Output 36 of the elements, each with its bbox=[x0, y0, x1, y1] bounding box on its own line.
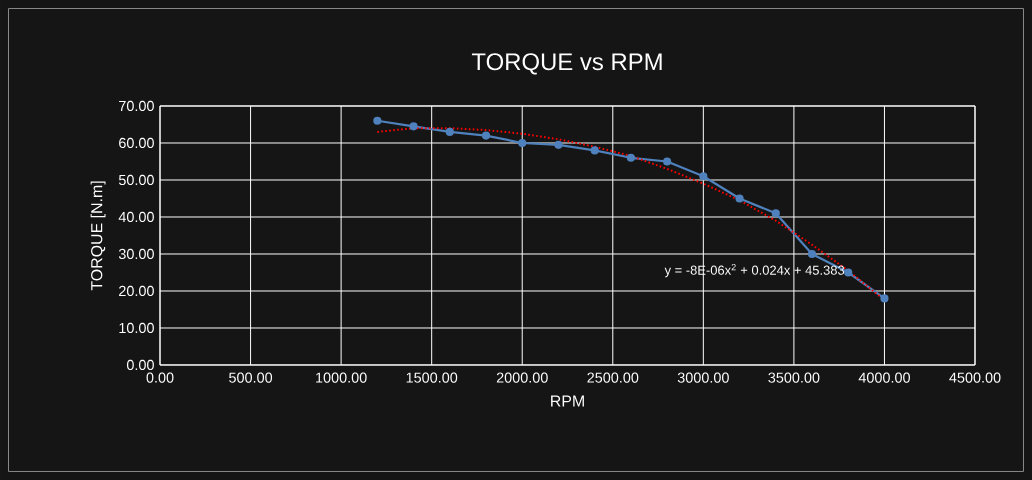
y-tick-label: 40.00 bbox=[118, 211, 154, 223]
y-tick-label: 10.00 bbox=[119, 322, 154, 334]
point bbox=[373, 116, 382, 125]
y-tick-label: 50.00 bbox=[118, 174, 154, 186]
x-tick-label: 3000.00 bbox=[677, 372, 729, 383]
point bbox=[807, 249, 817, 259]
x-tick-label: 2500.00 bbox=[587, 372, 639, 383]
point bbox=[409, 122, 418, 131]
x-tick-label: 3500.00 bbox=[768, 372, 820, 383]
point bbox=[771, 209, 780, 218]
point bbox=[735, 194, 744, 203]
point bbox=[880, 294, 889, 303]
x-tick-label: 4500.00 bbox=[949, 372, 1001, 383]
y-tick-label: 20.00 bbox=[119, 285, 154, 297]
y-tick-label: 30.00 bbox=[118, 248, 154, 260]
x-tick-label: 1500.00 bbox=[406, 372, 458, 383]
point bbox=[554, 140, 563, 149]
y-axis-title: TORQUE [N.m] bbox=[90, 181, 106, 291]
x-tick-label: 0.00 bbox=[146, 372, 174, 383]
point bbox=[481, 131, 491, 140]
chart-title: TORQUE vs RPM bbox=[471, 53, 662, 75]
point bbox=[844, 268, 853, 277]
x-tick-label: 500.00 bbox=[229, 372, 273, 383]
y-tick-label: 70.00 bbox=[119, 100, 154, 112]
point bbox=[590, 146, 599, 155]
y-tick-label: 60.00 bbox=[119, 137, 154, 149]
x-axis-title: RPM bbox=[551, 395, 584, 407]
x-tick-label: 1000.00 bbox=[316, 372, 367, 383]
point bbox=[699, 172, 708, 181]
y-tick-label: 0.00 bbox=[126, 359, 154, 371]
point bbox=[445, 127, 454, 136]
point bbox=[518, 138, 527, 148]
x-tick-label: 2000.00 bbox=[496, 372, 548, 383]
point bbox=[626, 153, 635, 162]
point bbox=[663, 157, 672, 166]
x-tick-label: 4000.00 bbox=[858, 372, 910, 383]
